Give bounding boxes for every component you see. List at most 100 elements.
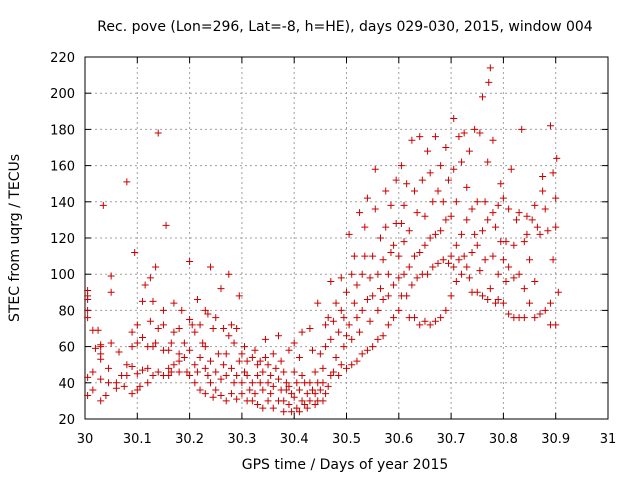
data-point bbox=[447, 252, 455, 260]
data-point bbox=[322, 390, 330, 398]
data-point bbox=[170, 328, 178, 336]
data-point bbox=[536, 310, 544, 318]
data-point bbox=[455, 133, 463, 141]
data-point bbox=[337, 306, 345, 314]
data-point bbox=[337, 274, 345, 282]
data-point bbox=[484, 296, 492, 304]
data-point bbox=[136, 382, 144, 390]
data-point bbox=[112, 379, 120, 387]
data-point bbox=[379, 296, 387, 304]
data-point bbox=[212, 368, 220, 376]
y-axis-ticks: 20 40 60 80 100 120 140 160 180 200 220 bbox=[50, 51, 608, 428]
y-tick-label: 60 bbox=[58, 341, 75, 356]
data-point bbox=[424, 270, 432, 278]
data-point bbox=[170, 299, 178, 307]
x-tick-label: 31 bbox=[600, 432, 617, 447]
data-point bbox=[133, 370, 141, 378]
data-point bbox=[492, 223, 500, 231]
data-point bbox=[345, 230, 353, 238]
data-point bbox=[507, 165, 515, 173]
data-point bbox=[361, 252, 369, 260]
data-point bbox=[319, 364, 327, 372]
data-point bbox=[329, 317, 337, 325]
data-point bbox=[280, 397, 288, 405]
data-point bbox=[431, 230, 439, 238]
data-point bbox=[128, 363, 136, 371]
data-point bbox=[426, 321, 434, 329]
data-point bbox=[379, 332, 387, 340]
y-tick-label: 160 bbox=[50, 160, 75, 175]
data-point bbox=[293, 379, 301, 387]
data-point bbox=[207, 263, 215, 271]
data-point bbox=[275, 375, 283, 383]
data-point bbox=[139, 334, 147, 342]
data-point bbox=[306, 325, 314, 332]
data-point bbox=[149, 297, 157, 305]
data-point bbox=[392, 176, 400, 184]
data-point bbox=[455, 256, 463, 264]
x-tick-label: 30.9 bbox=[541, 432, 570, 447]
x-tick-label: 30 bbox=[77, 432, 94, 447]
data-point bbox=[492, 299, 500, 307]
data-point bbox=[261, 335, 269, 343]
data-point bbox=[476, 267, 484, 275]
data-point bbox=[196, 353, 204, 361]
data-point bbox=[450, 115, 458, 123]
data-point bbox=[123, 361, 131, 369]
data-point bbox=[478, 292, 486, 300]
data-point bbox=[238, 350, 246, 358]
data-point bbox=[400, 270, 408, 278]
data-point bbox=[447, 212, 455, 220]
data-point bbox=[376, 285, 384, 293]
data-point bbox=[295, 408, 303, 416]
data-point bbox=[350, 252, 358, 260]
data-point bbox=[400, 238, 408, 246]
data-point bbox=[444, 176, 452, 184]
data-point bbox=[214, 350, 222, 358]
data-point bbox=[264, 397, 272, 405]
data-point bbox=[191, 361, 199, 369]
data-point bbox=[363, 194, 371, 202]
data-point bbox=[267, 390, 275, 398]
data-point bbox=[144, 364, 152, 372]
data-point bbox=[254, 401, 262, 409]
data-point bbox=[476, 129, 484, 137]
data-point bbox=[259, 386, 267, 394]
data-point bbox=[272, 364, 280, 372]
data-point bbox=[452, 277, 460, 285]
data-point bbox=[97, 341, 105, 349]
data-point bbox=[505, 263, 513, 271]
data-point bbox=[233, 372, 241, 380]
data-point bbox=[395, 306, 403, 314]
data-point bbox=[243, 372, 251, 380]
data-point bbox=[520, 314, 528, 322]
data-point bbox=[489, 252, 497, 260]
data-point bbox=[204, 310, 212, 318]
data-point bbox=[251, 346, 259, 354]
data-point bbox=[447, 292, 455, 300]
y-tick-label: 100 bbox=[50, 268, 75, 283]
data-point bbox=[382, 187, 390, 195]
data-point bbox=[499, 194, 507, 202]
data-point bbox=[298, 372, 306, 380]
data-point bbox=[107, 272, 115, 280]
data-point bbox=[209, 393, 217, 401]
data-point bbox=[139, 366, 147, 374]
data-point bbox=[424, 147, 432, 155]
data-point bbox=[520, 238, 528, 246]
data-point bbox=[105, 364, 113, 372]
data-point bbox=[319, 397, 327, 405]
data-point bbox=[238, 379, 246, 387]
data-point bbox=[473, 288, 481, 296]
data-point bbox=[84, 391, 92, 399]
data-point bbox=[220, 325, 228, 332]
data-point bbox=[463, 216, 471, 224]
data-point bbox=[526, 256, 534, 264]
data-point bbox=[243, 357, 251, 365]
data-point bbox=[382, 223, 390, 231]
data-point bbox=[201, 306, 209, 314]
data-point bbox=[186, 372, 194, 380]
data-point bbox=[306, 379, 314, 387]
data-point bbox=[416, 248, 424, 256]
